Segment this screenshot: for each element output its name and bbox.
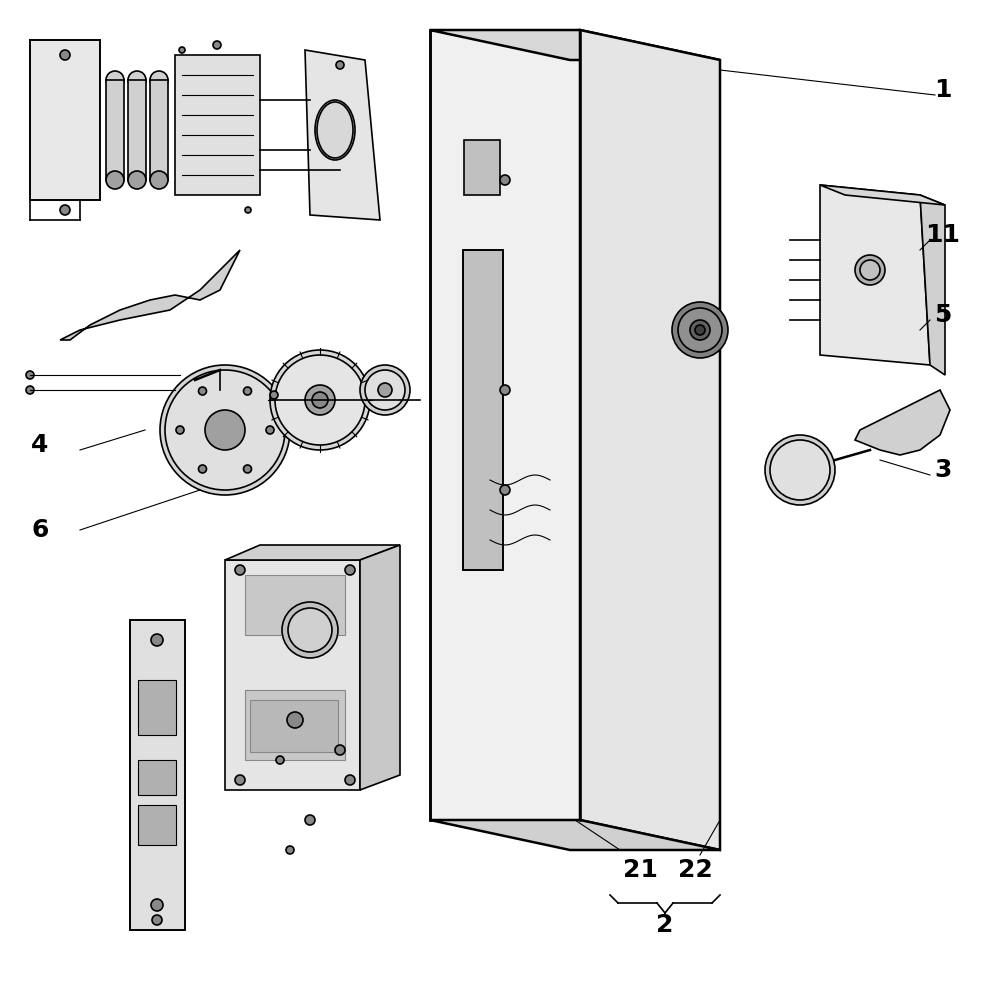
Ellipse shape [270,350,370,450]
Ellipse shape [765,435,835,505]
Polygon shape [430,30,720,60]
Ellipse shape [335,745,345,755]
Ellipse shape [243,387,252,395]
Ellipse shape [152,915,162,925]
Ellipse shape [336,61,344,69]
Ellipse shape [378,383,392,397]
Ellipse shape [243,465,252,473]
Ellipse shape [160,365,290,495]
Polygon shape [305,50,380,220]
Bar [245,690,345,760]
Ellipse shape [500,175,510,185]
Text: 1: 1 [935,78,951,102]
Bar [138,805,176,845]
Ellipse shape [128,71,146,89]
Ellipse shape [60,205,70,215]
Ellipse shape [500,385,510,395]
Ellipse shape [275,355,365,445]
Bar [150,80,168,180]
Polygon shape [60,250,240,340]
Text: 2: 2 [656,913,674,937]
Ellipse shape [690,320,710,340]
Bar [130,620,185,930]
Polygon shape [820,185,930,365]
Bar [245,575,345,635]
Bar [463,250,503,570]
Ellipse shape [286,846,294,854]
Bar [128,80,146,180]
Polygon shape [360,545,400,790]
Ellipse shape [179,47,185,53]
Ellipse shape [287,712,303,728]
Ellipse shape [365,370,405,410]
Text: 3: 3 [935,458,951,482]
Text: 21: 21 [622,858,657,882]
Polygon shape [225,545,400,560]
Ellipse shape [151,634,163,646]
Polygon shape [225,560,360,790]
Text: 22: 22 [678,858,712,882]
Ellipse shape [213,41,221,49]
Bar [138,680,176,735]
Ellipse shape [245,207,251,213]
Ellipse shape [305,385,335,415]
Polygon shape [820,185,945,205]
Ellipse shape [855,255,885,285]
Bar [130,620,185,930]
Ellipse shape [312,392,328,408]
Text: 5: 5 [935,303,951,327]
Ellipse shape [315,100,355,160]
Bar [138,760,176,795]
Ellipse shape [270,391,278,399]
Ellipse shape [678,308,722,352]
Ellipse shape [199,387,206,395]
Ellipse shape [288,608,332,652]
Ellipse shape [500,485,510,495]
Ellipse shape [235,565,245,575]
Bar [463,250,503,570]
Ellipse shape [106,71,124,89]
Ellipse shape [360,365,410,415]
Ellipse shape [770,440,830,500]
Ellipse shape [235,775,245,785]
Bar [106,80,124,180]
Ellipse shape [345,775,355,785]
Ellipse shape [695,325,705,335]
Ellipse shape [860,260,880,280]
Ellipse shape [165,370,285,490]
Ellipse shape [205,410,245,450]
Ellipse shape [317,102,353,158]
Ellipse shape [199,465,206,473]
Ellipse shape [106,171,124,189]
Text: 4: 4 [32,433,48,457]
Polygon shape [430,30,580,820]
Ellipse shape [305,815,315,825]
Text: 6: 6 [32,518,48,542]
Ellipse shape [151,899,163,911]
Polygon shape [175,55,260,195]
Ellipse shape [128,171,146,189]
Ellipse shape [276,756,284,764]
Ellipse shape [266,426,274,434]
Ellipse shape [345,565,355,575]
Bar [250,700,338,752]
Bar [464,140,500,195]
Polygon shape [30,40,100,200]
Ellipse shape [26,386,34,394]
Polygon shape [430,820,720,850]
Ellipse shape [60,50,70,60]
Ellipse shape [150,71,168,89]
Ellipse shape [282,602,338,658]
Ellipse shape [672,302,728,358]
Text: 11: 11 [926,223,960,247]
Ellipse shape [26,371,34,379]
Ellipse shape [176,426,184,434]
Polygon shape [580,30,720,850]
Ellipse shape [150,171,168,189]
Polygon shape [855,390,950,455]
Polygon shape [920,195,945,375]
